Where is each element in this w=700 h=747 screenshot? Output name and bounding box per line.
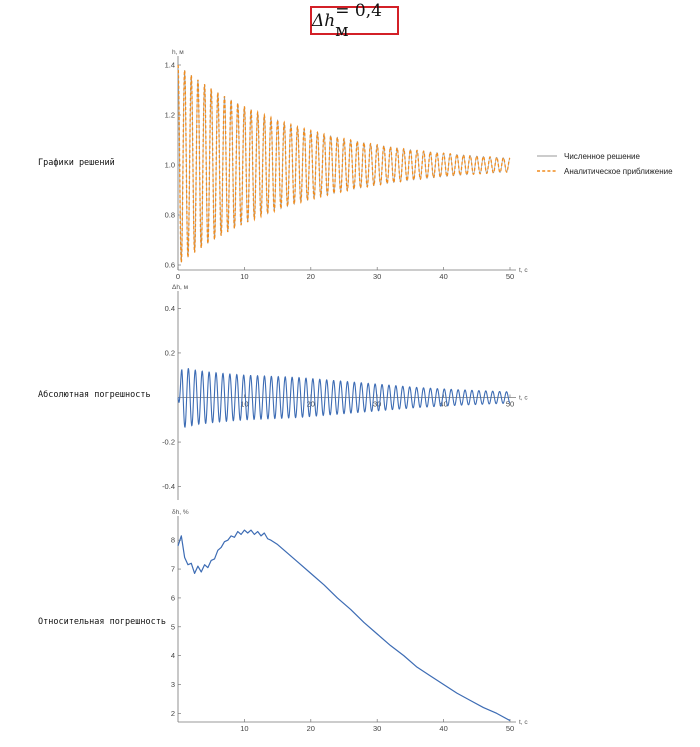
relative-error-line bbox=[177, 529, 511, 722]
chart3-x-tick-label: 20 bbox=[307, 724, 315, 733]
chart1-y-tick-label: 0.8 bbox=[165, 211, 175, 220]
row-label-relative: Относительная погрешность bbox=[38, 617, 166, 627]
chart2-x-tick-label: 40 bbox=[439, 400, 447, 409]
chart3-y-tick-label: 7 bbox=[171, 565, 175, 574]
chart3-y-tick-label: 5 bbox=[171, 622, 175, 631]
chart3-x-tick-label: 10 bbox=[240, 724, 248, 733]
chart2-y-tick-label: 0.4 bbox=[165, 304, 175, 313]
chart1-x-tick-label: 0 bbox=[176, 272, 180, 281]
chart2-y-tick-label: 0.2 bbox=[165, 348, 175, 357]
chart3-x-axis-label: t, с bbox=[519, 719, 528, 726]
chart1-y-tick-label: 1.0 bbox=[165, 161, 175, 170]
chart2-x-tick-label: 50 bbox=[506, 400, 514, 409]
chart1-y-tick-label: 1.2 bbox=[165, 111, 175, 120]
chart3-y-tick-label: 2 bbox=[171, 709, 175, 718]
legend-label-numeric: Численное решение bbox=[564, 152, 641, 161]
chart3-y-tick-label: 4 bbox=[171, 651, 175, 660]
legend-label-analytic: Аналитическое приближение bbox=[564, 167, 673, 176]
chart2-y-tick-label: -0.4 bbox=[162, 482, 175, 491]
chart1-x-axis-label: t, с bbox=[519, 267, 528, 274]
chart3-x-tick-label: 30 bbox=[373, 724, 381, 733]
numeric-solution-line bbox=[177, 64, 511, 263]
chart3-y-axis-label: δh, % bbox=[172, 509, 189, 516]
chart1-x-tick-label: 10 bbox=[240, 272, 248, 281]
chart2-y-axis-label: Δh, м bbox=[172, 284, 189, 291]
chart1-x-tick-label: 40 bbox=[439, 272, 447, 281]
chart3-x-tick-label: 50 bbox=[506, 724, 514, 733]
chart2-x-axis-label: t, с bbox=[519, 395, 528, 402]
chart1-x-tick-label: 50 bbox=[506, 272, 514, 281]
chart3-x-tick-label: 40 bbox=[439, 724, 447, 733]
chart3-y-tick-label: 3 bbox=[171, 680, 175, 689]
header-symbol: Δh bbox=[312, 10, 336, 31]
header-value: = 0,4 м bbox=[335, 0, 382, 41]
chart1-y-tick-label: 0.6 bbox=[165, 261, 175, 270]
absolute-error-line bbox=[177, 368, 511, 428]
chart2-x-tick-label: 10 bbox=[240, 400, 248, 409]
chart1-x-tick-label: 20 bbox=[307, 272, 315, 281]
row-label-solutions: Графики решений bbox=[38, 158, 115, 168]
analytic-approximation-line bbox=[177, 64, 511, 263]
chart2-y-tick-label: -0.2 bbox=[162, 438, 175, 447]
chart1-y-tick-label: 1.4 bbox=[165, 61, 175, 70]
chart1-y-axis-label: h, м bbox=[172, 49, 184, 56]
chart1-x-tick-label: 30 bbox=[373, 272, 381, 281]
chart3-y-tick-label: 8 bbox=[171, 536, 175, 545]
row-label-absolute: Абсолютная погрешность bbox=[38, 390, 151, 400]
delta-h-header: Δh = 0,4 м bbox=[310, 1, 399, 41]
chart3-y-tick-label: 6 bbox=[171, 593, 175, 602]
